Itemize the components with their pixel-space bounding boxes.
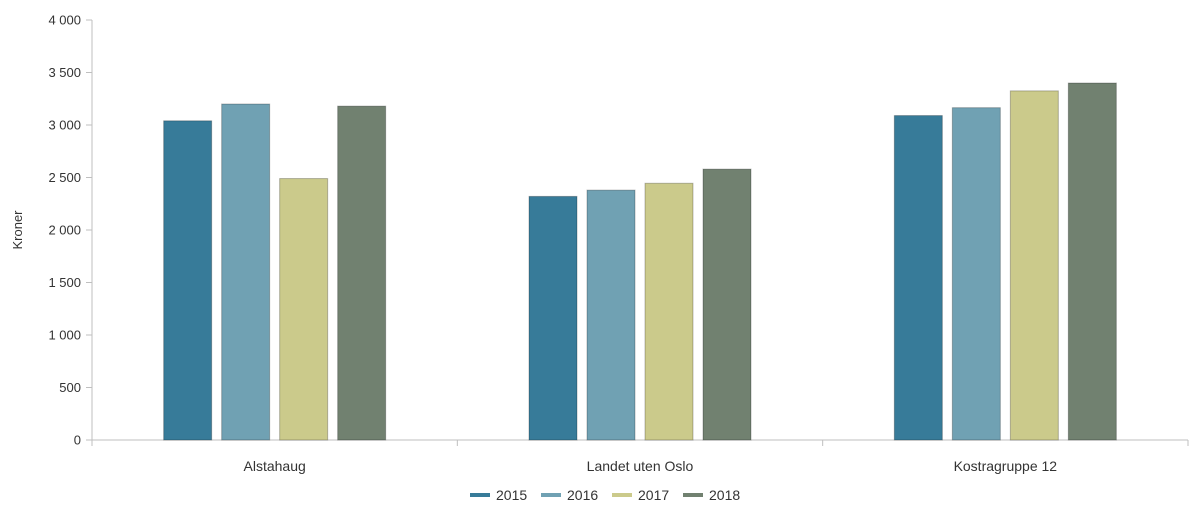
legend: 2015 2016 2017 2018 <box>470 487 740 503</box>
legend-swatch-2016 <box>541 493 561 497</box>
y-tick-label: 3 500 <box>48 65 81 80</box>
category-label: Kostragruppe 12 <box>954 458 1058 474</box>
y-tick-label: 3 000 <box>48 118 81 133</box>
bar-2017-1[interactable] <box>644 182 694 441</box>
legend-label-2017[interactable]: 2017 <box>638 487 669 503</box>
bar-2018-2[interactable] <box>1067 82 1117 441</box>
bar-2017-2[interactable] <box>1009 90 1059 441</box>
legend-swatch-2018 <box>683 493 703 497</box>
legend-swatch-2017 <box>612 493 632 497</box>
y-tick-label: 4 000 <box>48 13 81 28</box>
bar-2018-1[interactable] <box>702 168 752 441</box>
y-tick-label: 2 000 <box>48 223 81 238</box>
bar-2016-2[interactable] <box>951 107 1001 441</box>
bars <box>163 82 1117 441</box>
y-axis-title: Kroner <box>10 210 25 250</box>
bar-2017-0[interactable] <box>279 178 329 441</box>
y-tick-label: 2 500 <box>48 170 81 185</box>
legend-label-2015[interactable]: 2015 <box>496 487 527 503</box>
bar-2016-0[interactable] <box>221 103 271 441</box>
category-label: Landet uten Oslo <box>587 458 694 474</box>
legend-label-2016[interactable]: 2016 <box>567 487 598 503</box>
y-tick-label: 0 <box>74 433 81 448</box>
y-tick-label: 1 500 <box>48 275 81 290</box>
bar-2015-0[interactable] <box>163 120 213 441</box>
bar-2018-0[interactable] <box>337 105 387 441</box>
category-label: Alstahaug <box>244 458 306 474</box>
legend-label-2018[interactable]: 2018 <box>709 487 740 503</box>
bar-2016-1[interactable] <box>586 189 636 441</box>
bar-2015-1[interactable] <box>528 195 578 441</box>
legend-swatch-2015 <box>470 493 490 497</box>
y-axis: 0 500 1 000 1 500 2 000 2 500 3 000 3 500 4 000 <box>48 13 93 448</box>
y-tick-label: 500 <box>59 380 81 395</box>
bar-2015-2[interactable] <box>893 115 943 441</box>
x-axis: Alstahaug Landet uten Oslo Kostragruppe 12 <box>91 439 1189 474</box>
y-tick-label: 1 000 <box>48 328 81 343</box>
